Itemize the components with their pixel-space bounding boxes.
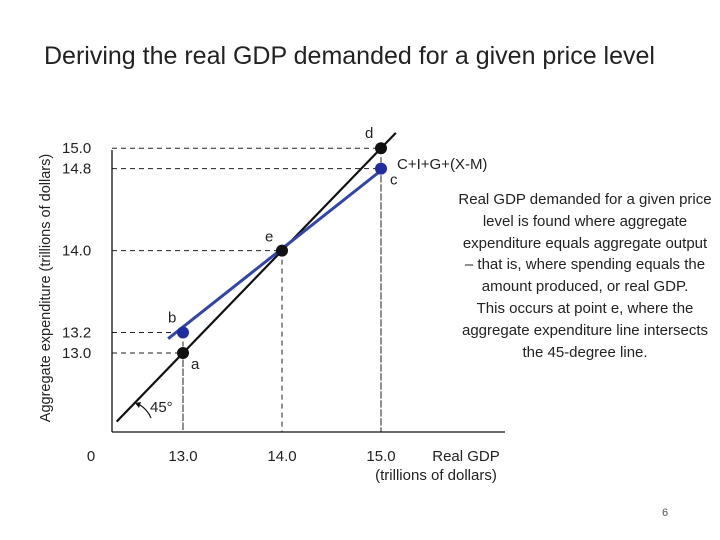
point-label-d: d [365, 125, 373, 142]
explanation-paragraph-1: Real GDP demanded for a given price leve… [458, 191, 712, 296]
x-axis-label: Real GDP [432, 448, 500, 465]
x-axis-label-units: (trillions of dollars) [375, 467, 497, 484]
y-tick-label-4: 15.0 [62, 140, 91, 157]
angle-arrowhead [135, 402, 141, 408]
point-c [375, 162, 387, 175]
x-tick-label-2: 15.0 [366, 448, 395, 465]
y-tick-label-2: 14.0 [62, 243, 91, 260]
point-e [276, 244, 288, 257]
point-label-e: e [265, 229, 273, 246]
x-tick-label-1: 14.0 [267, 448, 296, 465]
slide-title: Deriving the real GDP demanded for a giv… [44, 42, 655, 70]
angle-arc [139, 404, 152, 419]
point-b [177, 326, 189, 339]
y-tick-label-0: 13.0 [62, 345, 91, 362]
x-origin-label: 0 [87, 448, 95, 465]
point-label-c: c [390, 172, 398, 189]
y-axis-label: Aggregate expenditure (trillions of doll… [38, 154, 54, 422]
ae-line-label: C+I+G+(X-M) [397, 156, 487, 173]
x-tick-label-0: 13.0 [168, 448, 197, 465]
point-a [177, 347, 189, 359]
page-number: 6 [662, 507, 669, 519]
explanation-paragraph-2: This occurs at point e, where the aggreg… [462, 299, 708, 361]
y-tick-label-3: 14.8 [62, 161, 91, 178]
angle-label: 45° [150, 399, 173, 416]
line-45-degree [115, 132, 397, 423]
explanation-text: Real GDP demanded for a given price leve… [458, 189, 712, 363]
point-label-b: b [168, 310, 176, 327]
point-d [375, 142, 387, 155]
point-label-a: a [191, 356, 200, 373]
y-tick-label-1: 13.2 [62, 325, 91, 342]
